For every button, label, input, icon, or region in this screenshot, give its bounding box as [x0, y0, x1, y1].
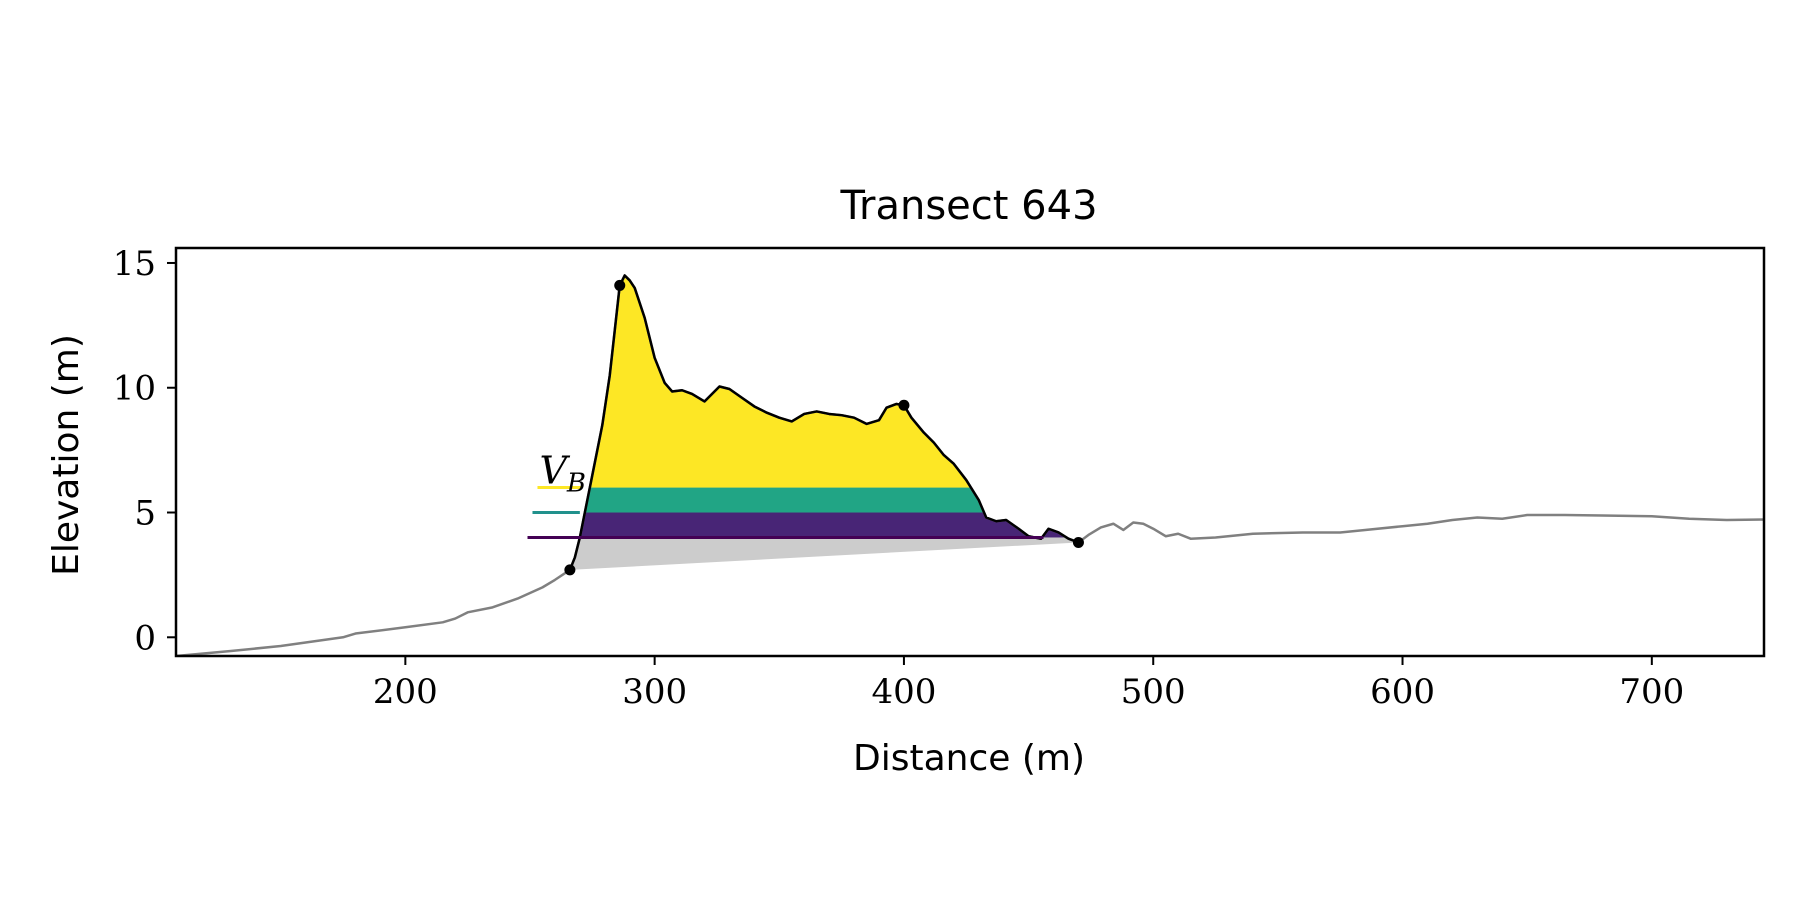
axes-frame [174, 246, 1766, 658]
band-teal [569, 487, 1079, 513]
x-axis-label: Distance (m) [853, 738, 1085, 779]
x-tick-label: 200 [373, 672, 438, 712]
y-tick-label: 5 [134, 494, 156, 534]
y-axis-label: Elevation (m) [46, 334, 87, 576]
y-tick-label: 0 [134, 618, 156, 658]
profile-line [176, 274, 1764, 656]
key-point-2 [614, 279, 626, 291]
band-purple [569, 512, 1079, 538]
x-tick-label: 500 [1121, 672, 1186, 712]
key-point-4 [1072, 536, 1084, 548]
axis-ticks: 200 300 400 500 600 700 0 5 10 15 [113, 244, 1685, 712]
y-tick-label: 10 [113, 369, 156, 409]
x-tick-label: 400 [871, 672, 936, 712]
x-tick-label: 700 [1619, 672, 1684, 712]
key-point-1 [564, 564, 576, 576]
key-point-3 [898, 399, 910, 411]
chart-title: Transect 643 [839, 183, 1097, 229]
dune-profile-line [568, 274, 1079, 571]
y-tick-label: 15 [113, 244, 156, 284]
annotation-vb: VB [539, 449, 586, 499]
x-tick-label: 300 [622, 672, 687, 712]
x-tick-label: 600 [1370, 672, 1435, 712]
